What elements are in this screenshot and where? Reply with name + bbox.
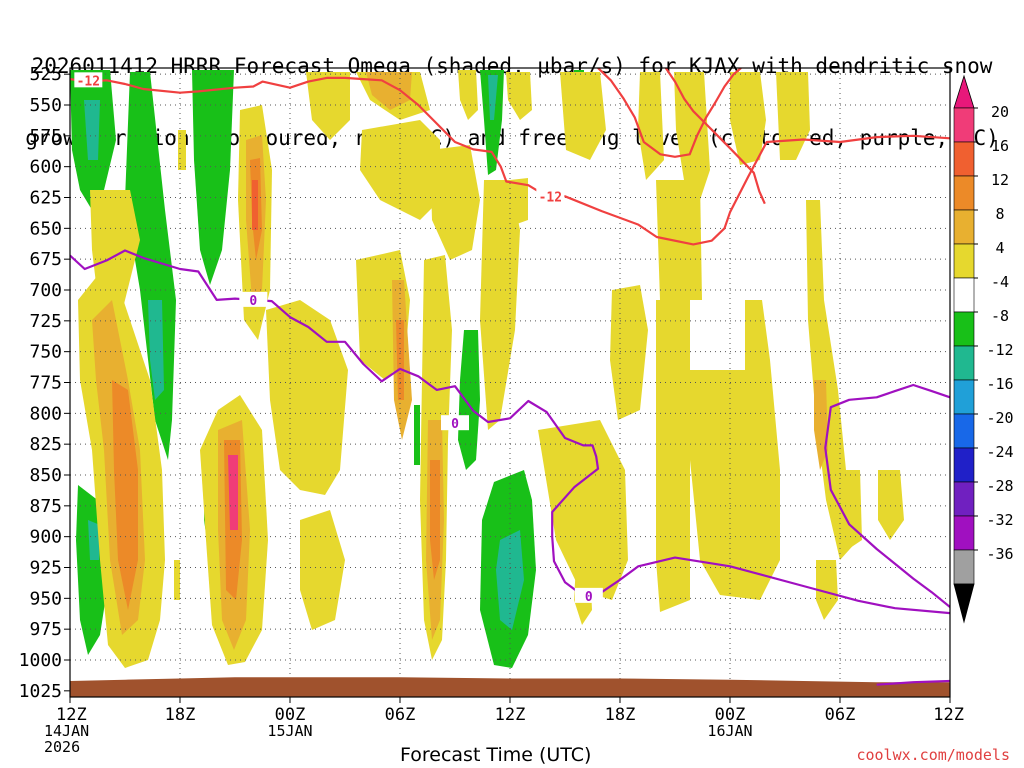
x-tick-label: 12Z — [495, 705, 526, 725]
x-tick-label: 18Z — [165, 705, 196, 725]
freezing-level-contour-right — [824, 383, 950, 608]
colorbar-label: -36 — [986, 545, 1013, 563]
x-date-label: 14JAN — [44, 722, 89, 740]
freezing-level-contour — [70, 249, 950, 615]
colorbar-label: 20 — [991, 103, 1009, 121]
y-axis: 525 550 575 600 625 650 675 700 725 750 775 800 825 8… — [19, 64, 70, 702]
y-tick-label: 925 — [29, 558, 62, 579]
y-tick-label: 675 — [29, 249, 62, 270]
y-tick-label: 575 — [29, 126, 62, 147]
x-tick-label: 12Z — [56, 705, 87, 725]
contour-labels: -12 -12 0 0 0 — [74, 72, 603, 605]
omega-shading — [70, 70, 904, 668]
dgz-contour-minus12 — [70, 76, 950, 246]
y-tick-label: 875 — [29, 496, 62, 517]
colorbar-label: 12 — [991, 171, 1009, 189]
x-date-label: 15JAN — [267, 722, 312, 740]
colorbar-swatch — [953, 549, 975, 585]
colorbar-swatch — [953, 515, 975, 551]
y-tick-label: 900 — [29, 527, 62, 548]
omega-positive-region — [78, 70, 904, 668]
y-tick-label: 800 — [29, 403, 62, 424]
ground-surface — [70, 677, 950, 697]
x-tick-label: 00Z — [715, 705, 746, 725]
color-legend: 20 16 12 8 4 -4 -8 -12 -16 -20 -24 -28 -32 -36 — [953, 74, 1014, 624]
freezing-label-mid: 0 — [451, 417, 459, 432]
y-tick-label: 850 — [29, 465, 62, 486]
freezing-label-mid-bg — [441, 415, 469, 431]
terrain-surface — [70, 677, 950, 697]
colorbar-label: -32 — [986, 511, 1013, 529]
colorbar-label: -12 — [986, 341, 1013, 359]
x-tick-label: 06Z — [385, 705, 416, 725]
colorbar-swatch — [953, 107, 975, 143]
colorbar-label: -24 — [986, 443, 1013, 461]
y-tick-label: 950 — [29, 588, 62, 609]
colorbar-label: 8 — [995, 205, 1004, 223]
y-tick-label: 1025 — [19, 681, 62, 702]
colorbar-label: 16 — [991, 137, 1009, 155]
colorbar-swatch — [953, 311, 975, 347]
x-date-label: 16JAN — [707, 722, 752, 740]
x-tick-label: 18Z — [605, 705, 636, 725]
site-credit: coolwx.com/models — [856, 746, 1010, 764]
colorbar-swatch — [953, 243, 975, 279]
x-tick-label: 06Z — [825, 705, 856, 725]
dgz-contour-minus12-upper — [664, 68, 766, 205]
dgz-label-left: -12 — [77, 74, 100, 89]
x-year-label: 2026 — [44, 738, 80, 756]
colorbar-label: -28 — [986, 477, 1013, 495]
y-tick-label: 700 — [29, 280, 62, 301]
x-axis-title: Forecast Time (UTC) — [400, 744, 592, 766]
y-tick-label: 550 — [29, 95, 62, 116]
freezing-label-right-bg — [574, 587, 603, 603]
dgz-label-mid: -12 — [539, 190, 562, 205]
y-tick-label: 650 — [29, 218, 62, 239]
dgz-label-left-bg — [74, 72, 103, 88]
colorbar-swatch — [953, 209, 975, 245]
freezing-label-left: 0 — [249, 294, 257, 309]
freezing-label-left-bg — [239, 291, 268, 307]
colorbar-label: -16 — [986, 375, 1013, 393]
y-tick-label: 825 — [29, 434, 62, 455]
colorbar-swatch — [953, 277, 975, 313]
y-tick-label: 1000 — [19, 650, 62, 671]
x-tick-label: 12Z — [933, 705, 964, 725]
colorbar-label: -8 — [991, 307, 1009, 325]
colorbar-swatch — [953, 481, 975, 517]
y-tick-label: 525 — [29, 64, 62, 85]
y-tick-label: 725 — [29, 311, 62, 332]
colorbar-swatch — [953, 141, 975, 177]
y-tick-label: 600 — [29, 157, 62, 178]
y-tick-label: 975 — [29, 619, 62, 640]
y-tick-label: 775 — [29, 373, 62, 394]
colorbar-label: 4 — [995, 239, 1004, 257]
colorbar-swatch — [953, 413, 975, 449]
y-tick-label: 750 — [29, 342, 62, 363]
colorbar-swatch — [953, 345, 975, 381]
freezing-level-contour-lower — [876, 679, 950, 686]
x-tick-label: 00Z — [275, 705, 306, 725]
dgz-contour-minus12-loop — [597, 68, 742, 158]
colorbar-label: -4 — [991, 273, 1009, 291]
colorbar-swatch — [953, 175, 975, 211]
colorbar-swatch — [953, 379, 975, 415]
freezing-label-right: 0 — [585, 590, 593, 605]
contour-lines — [70, 68, 950, 686]
colorbar-label: -20 — [986, 409, 1013, 427]
dgz-label-mid-bg — [536, 188, 565, 204]
colorbar-bottom-arrow — [953, 583, 975, 624]
y-tick-label: 625 — [29, 188, 62, 209]
colorbar-swatch — [953, 447, 975, 483]
colorbar-top-arrow — [953, 74, 975, 109]
